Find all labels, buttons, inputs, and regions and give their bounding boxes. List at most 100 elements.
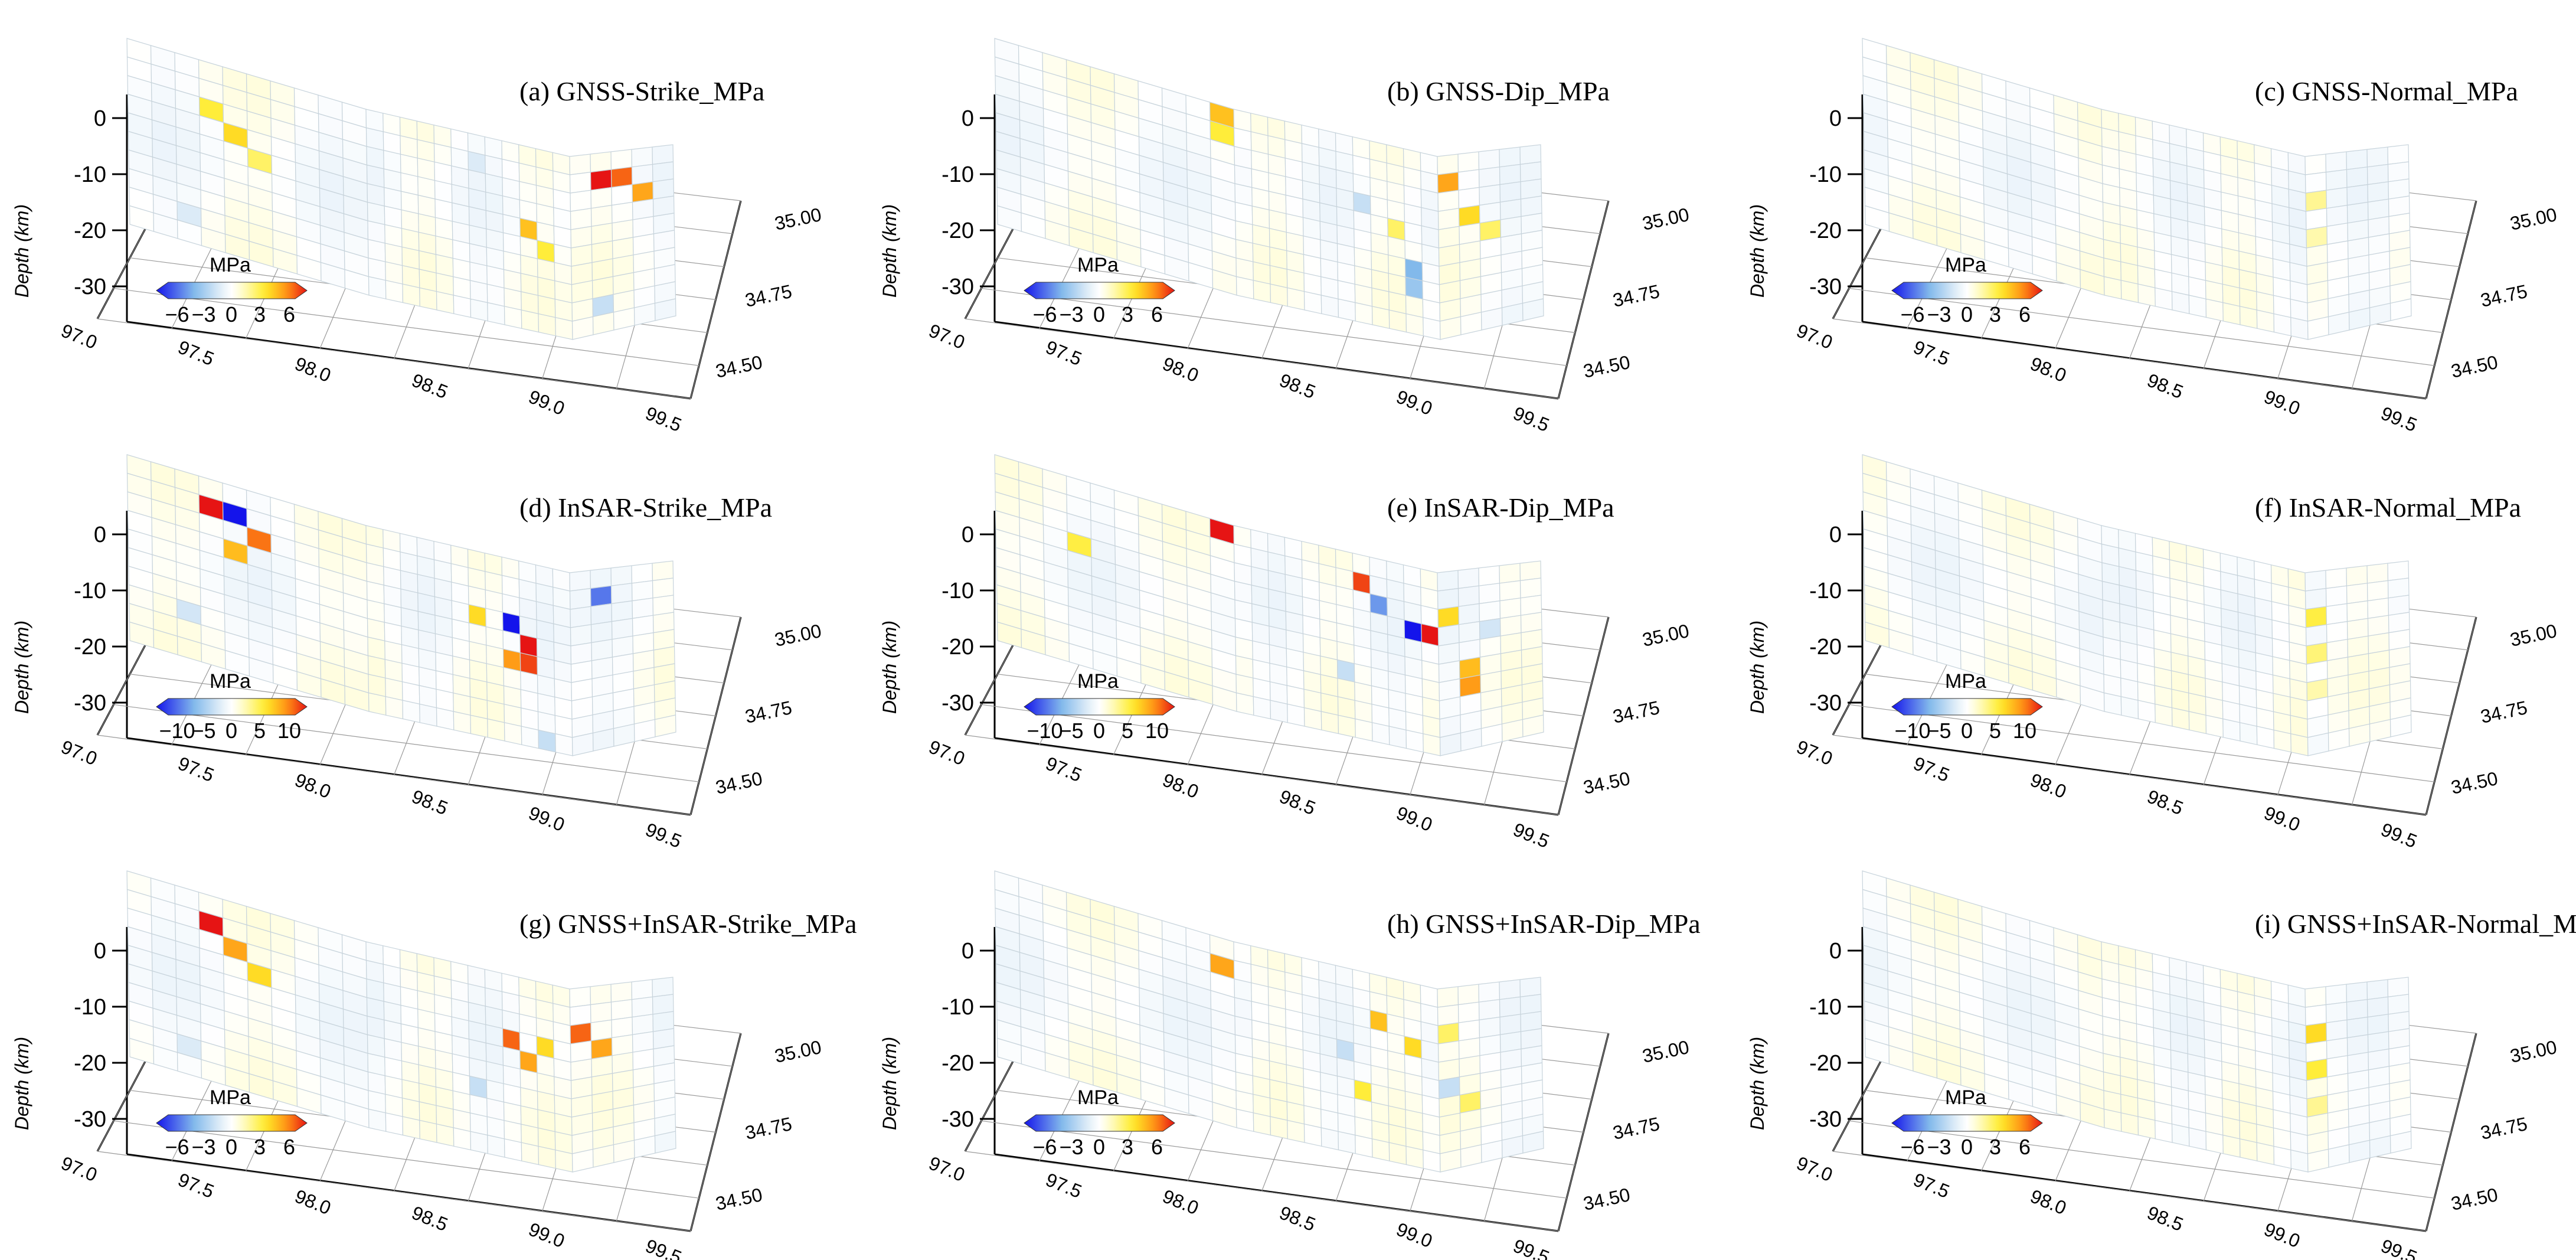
fault-patch [2222,302,2241,325]
panel-title: (e) InSAR-Dip_MPa [1387,492,1614,523]
fault-patch [2387,977,2410,998]
fault-patch [569,171,591,194]
colorbar-tick-label: −5 [1927,719,1951,743]
longitude-tick-label: 99.0 [526,1218,568,1252]
colorbar [1024,698,1175,716]
fault-patch [590,621,613,644]
fault-patch [1253,696,1271,720]
latitude-tick-label: 34.75 [2479,1113,2529,1144]
fault-patch [1479,1016,1501,1039]
fault-patch [2389,714,2412,737]
fault-patch [1457,567,1480,589]
fault-patch [1287,1119,1305,1143]
fault-patch [2326,603,2348,625]
fault-patch [538,729,556,753]
fault-patch [402,283,420,307]
fault-patch [2305,624,2327,647]
fault-patch [1457,585,1480,607]
fault-patch [631,164,653,185]
panel-d: (d) InSAR-Strike_MPa Depth (km) 0 -10 -20 -30… [0,428,838,852]
panel-title: (b) GNSS-Dip_MPa [1387,76,1610,106]
longitude-tick-label: 98.0 [2028,352,2070,386]
depth-tick-label: -20 [74,635,106,660]
fault-patch [2366,164,2389,185]
longitude-tick-label: 99.5 [2378,1235,2420,1260]
depth-tick-label: -30 [74,275,106,299]
longitude-tick-label: 98.5 [1277,369,1319,403]
depth-tick-label: -10 [1809,162,1842,187]
depth-tick-label: -30 [942,1107,974,1132]
fault-patch [1320,711,1339,735]
longitude-tick-label: 97.5 [1043,752,1085,786]
depth-tick-label: -10 [942,995,974,1020]
fault-patch [2387,161,2410,182]
colorbar-tick-label: 6 [1151,1135,1163,1159]
fault-patch [1437,1022,1460,1044]
fault-patch [1499,1014,1522,1036]
fault-patch [1270,1116,1288,1140]
colorbar-tick-label: −5 [1059,719,1083,743]
fault-patch [470,1131,488,1154]
fault-patch [590,1037,613,1060]
panel-i: (i) GNSS+InSAR-Normal_MPa Depth (km) 0 -10 -… [1735,844,2576,1260]
fault-patch [368,692,387,716]
fault-patch [453,1127,472,1151]
fault-patch [1423,733,1441,756]
fault-patch [611,600,633,622]
fault-patch [1355,302,1373,325]
fault-patch [1520,1011,1542,1032]
fault-patch [611,184,633,206]
latitude-tick-label: 35.00 [773,620,823,651]
depth-tick-label: 0 [94,939,106,964]
fault-patch [654,298,676,321]
fault-patch [2388,178,2410,200]
fault-patch [1478,583,1501,605]
floor-grid-line [1849,1120,2435,1199]
longitude-tick-label: 98.0 [2028,1185,2070,1219]
panel-title: (i) GNSS+InSAR-Normal_MPa [2255,909,2576,939]
fault-patch [652,595,675,616]
longitude-tick-label: 98.0 [1160,352,1202,386]
fault-patch [2326,1019,2348,1042]
fault-patch [453,711,472,735]
floor-grid-line [1849,288,2435,366]
colorbar-tick-label: 0 [1093,719,1105,743]
colorbar-tick-label: 10 [1145,719,1169,743]
fault-patch [1437,587,1459,610]
longitude-tick-label: 99.0 [2261,802,2303,835]
fault-patch [2326,187,2348,209]
fault-patch [2325,984,2348,1006]
fault-patch [631,979,653,1000]
fault-patch [570,1040,592,1063]
fault-patch [1457,1001,1480,1023]
colorbar-tick-label: −10 [159,719,195,743]
fault-patch [2155,287,2173,311]
fault-patch [2389,1131,2412,1154]
colorbar-title: MPa [210,254,251,276]
latitude-tick-label: 34.50 [2449,768,2500,798]
fault-patch [2103,276,2122,300]
fault-patch [2387,144,2410,165]
colorbar [1891,282,2043,299]
fault-patch [1522,714,1544,737]
fault-patch [569,154,591,175]
floor-grid-line [97,1151,691,1232]
fault-patch [2388,1011,2410,1032]
fault-patch [2326,621,2348,644]
colorbar-tick-label: −3 [191,1135,215,1159]
fault-patch [1437,1040,1460,1063]
depth-tick-label: 0 [1829,106,1842,131]
fault-patch [555,1149,573,1173]
panel-title: (g) GNSS+InSAR-Strike_MPa [519,909,857,939]
fault-patch [2171,1123,2190,1147]
fault-patch [521,726,540,749]
fault-patch [487,718,505,742]
fault-patch [1405,1145,1424,1169]
longitude-tick-label: 99.0 [1394,802,1436,835]
longitude-tick-label: 97.5 [1043,1168,1085,1202]
longitude-tick-label: 97.0 [926,319,968,353]
fault-patch [2205,298,2224,322]
depth-axis-label: Depth (km) [1747,1037,1768,1130]
fault-patch [1478,149,1501,170]
longitude-tick-label: 99.0 [526,386,568,419]
